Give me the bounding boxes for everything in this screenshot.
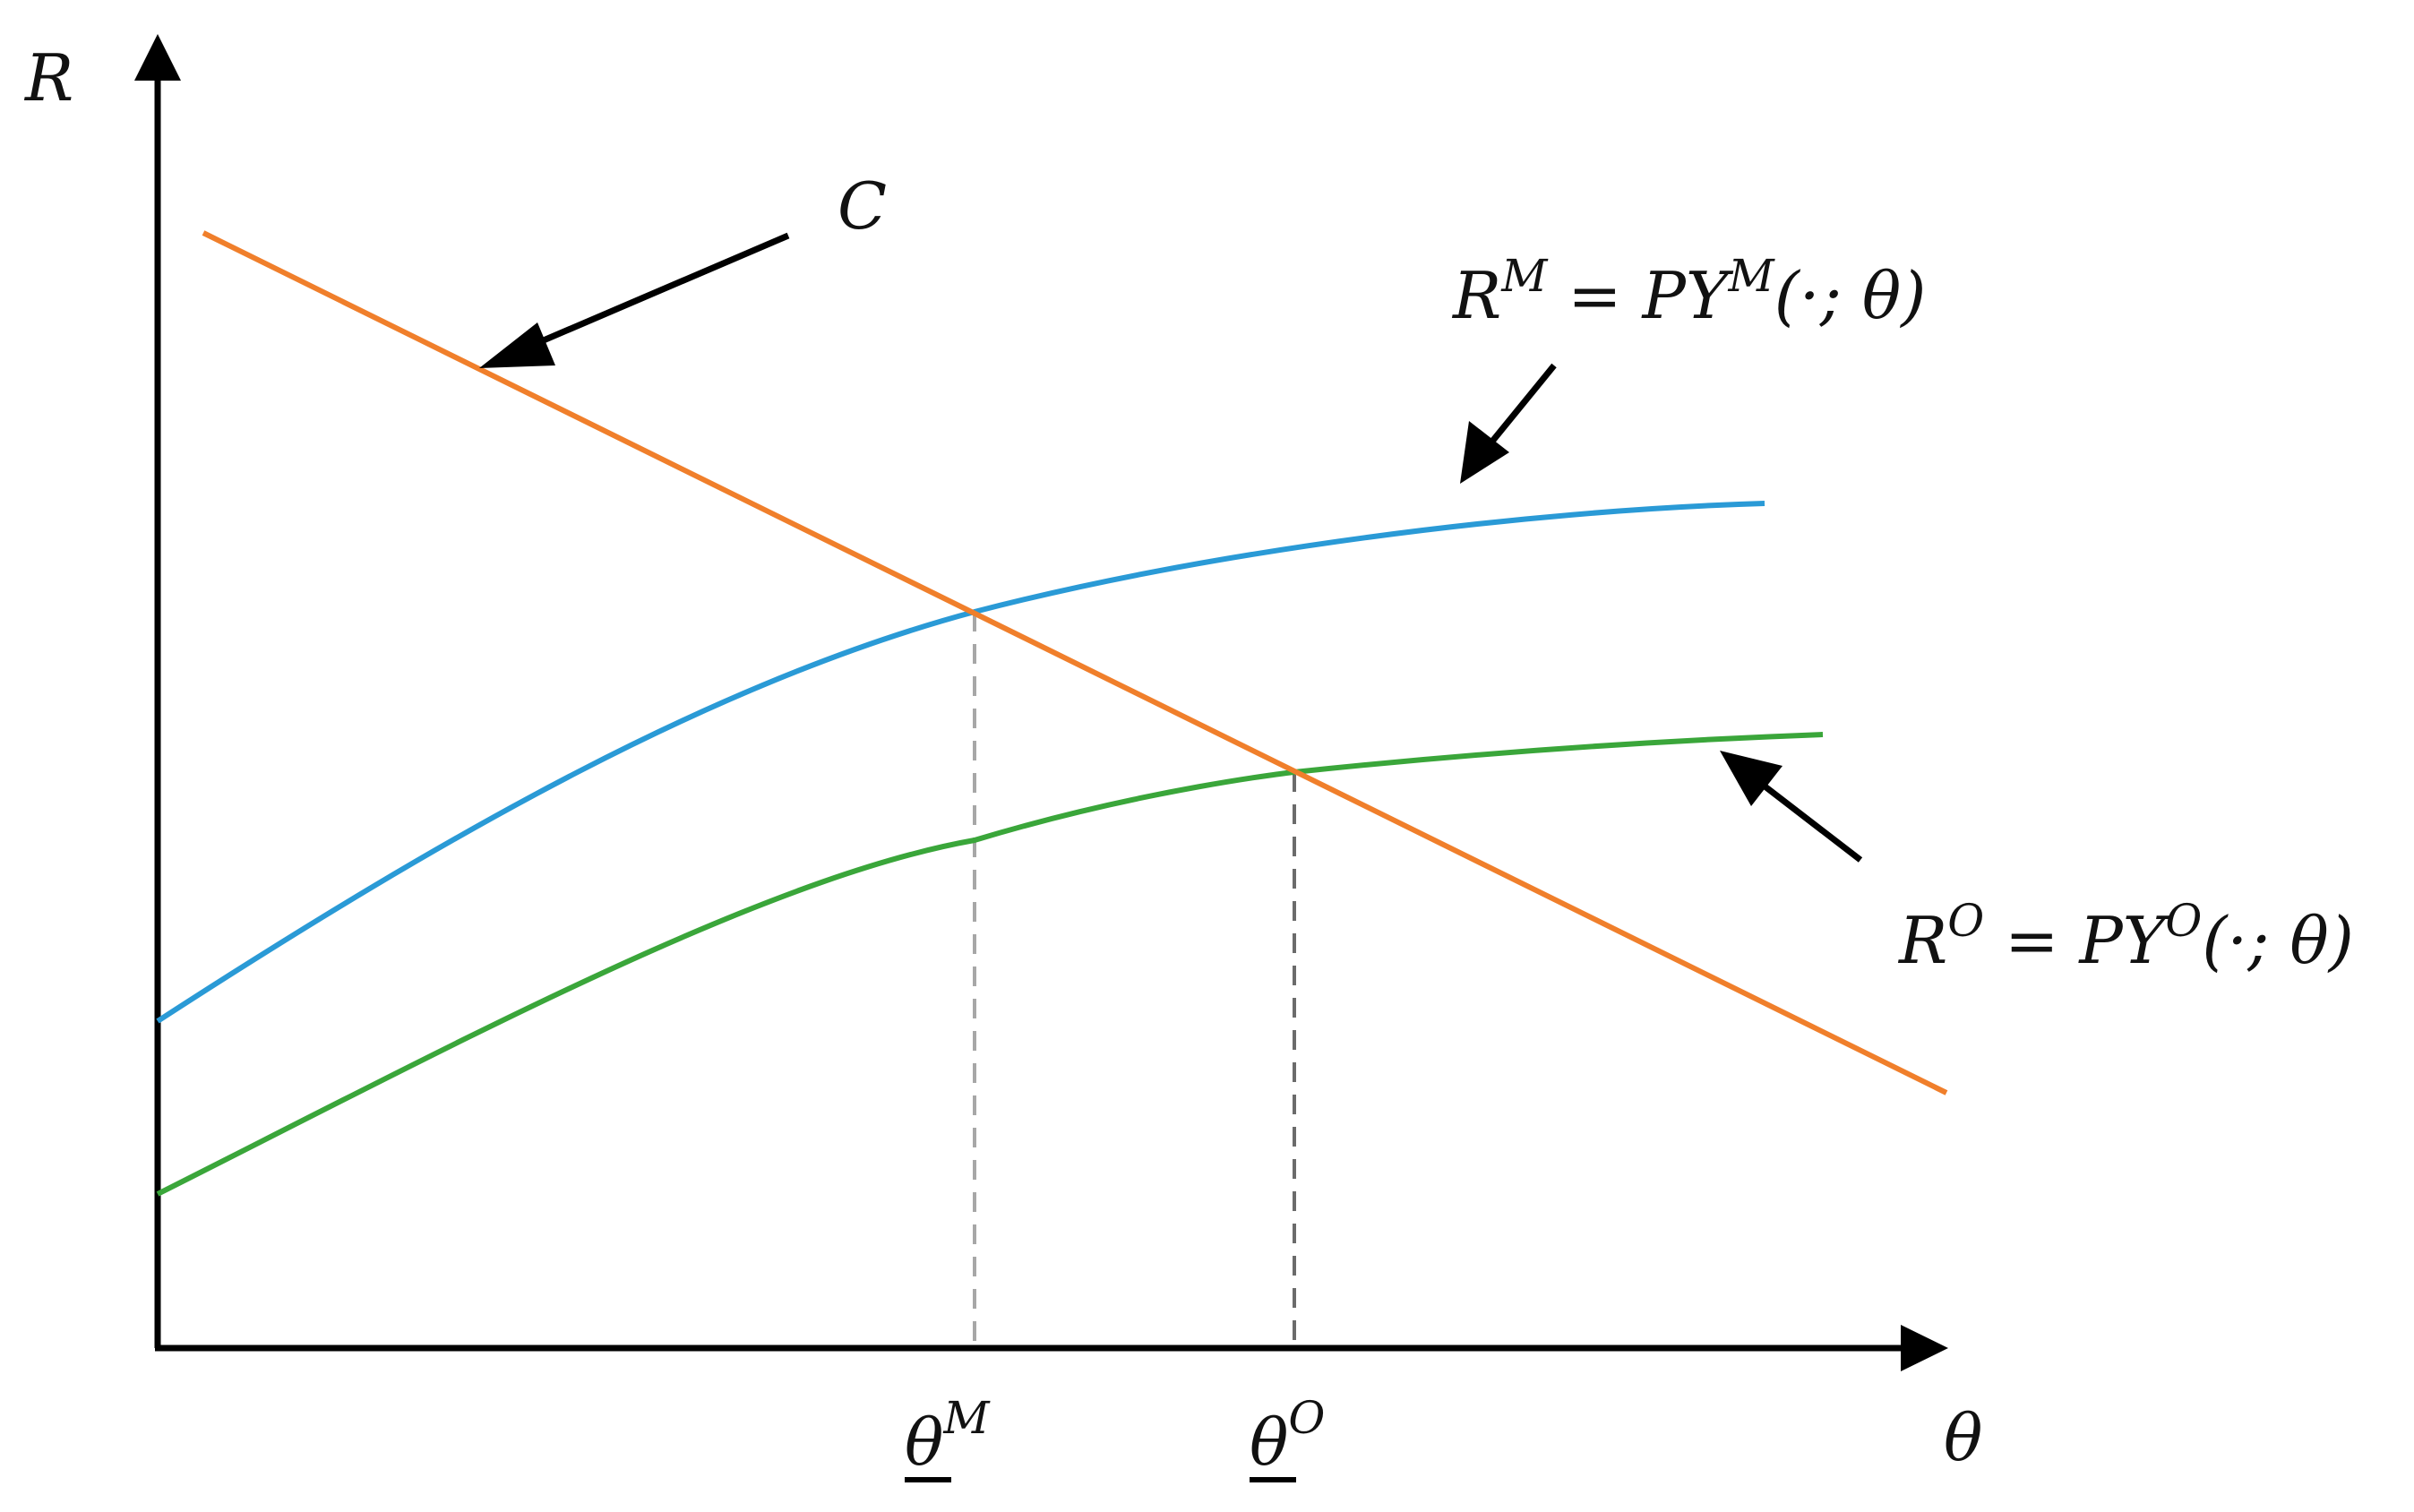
rm-pointer-arrowhead xyxy=(1460,421,1509,484)
theta-o-tick-label: θO xyxy=(1250,1392,1325,1480)
theta-m-sup: M xyxy=(942,1392,991,1444)
ro-base: R xyxy=(1897,903,1947,978)
ro-pointer-arrowhead xyxy=(1720,751,1783,806)
cost-line xyxy=(202,230,1948,1095)
rm-revenue-curve xyxy=(156,501,1765,1024)
rm-equation-label: RM = PYM(·; θ) xyxy=(1451,250,1926,333)
ro-pointer-arrow xyxy=(1753,777,1863,863)
ro-rhs-sup: O xyxy=(2165,895,2202,947)
theta-o-base: θ xyxy=(1250,1405,1288,1480)
cost-label: C xyxy=(838,168,887,244)
y-axis-label: R xyxy=(23,40,73,116)
x-axis-arrowhead xyxy=(1901,1325,1948,1371)
rm-rhs-sup: M xyxy=(1728,250,1776,302)
ro-rhs-base: PY xyxy=(2077,903,2170,978)
x-axis-label: θ xyxy=(1944,1400,1982,1475)
rm-sup: M xyxy=(1500,250,1549,302)
ro-revenue-curve xyxy=(156,732,1824,1197)
rm-base: R xyxy=(1451,258,1501,333)
cost-pointer-arrowhead xyxy=(479,322,555,368)
theta-o-sup: O xyxy=(1288,1392,1325,1444)
rm-rhs-base: PY xyxy=(1641,258,1734,333)
rm-pointer-arrow xyxy=(1484,363,1557,451)
ro-equation-label: RO = PYO(·; θ) xyxy=(1897,895,2354,978)
ro-sup: O xyxy=(1947,895,1984,947)
rm-eq: = xyxy=(1547,258,1642,333)
y-axis-arrowhead xyxy=(134,34,181,81)
theta-m-tick-label: θM xyxy=(905,1392,991,1480)
cost-pointer-arrow xyxy=(500,232,790,362)
rm-args: (·; θ) xyxy=(1774,258,1927,333)
theta-m-base: θ xyxy=(905,1405,943,1480)
ro-args: (·; θ) xyxy=(2202,903,2354,978)
ro-eq: = xyxy=(1984,903,2079,978)
